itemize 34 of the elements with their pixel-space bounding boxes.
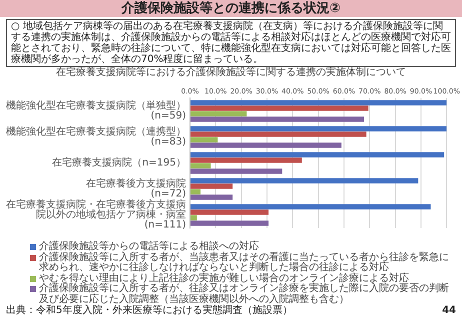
legend-label: やむを得ない理由により上記往診の実施が難しい場合のオンライン診療による対応 [39,272,409,284]
y-tick-label: 在宅療養支援病院・在宅療養後方支援病院以外の地域包括ケア病棟・病室 (n=111) [6,198,186,231]
bar [190,126,447,132]
bar [190,142,342,148]
bar [190,184,233,189]
bar [190,132,366,137]
legend-label: 介護保険施設等に入所する者が、往診又はオンライン診療を実施した際に入院の要否の判断及び必要に応じた入院調整（当該医療機関以外への入院調整も含む） [39,283,450,304]
bar [190,137,218,142]
bar [190,178,418,184]
bar [190,210,269,215]
bar [190,152,444,158]
bar [190,106,368,111]
bar [190,116,364,122]
y-tick-label: 機能強化型在宅療養支援病院（単独型） (n=59) [6,100,186,122]
legend-label: 介護保険施設等に入所する者が、当該患者又はその看護に当たっている者から往診を緊急に求められ、速やかに往診しなければならないと判断した場合の往診による対応 [39,252,450,273]
y-tick-label: 在宅療養後方支援病院 (n=72) [86,178,186,200]
y-tick-label: 機能強化型在宅療養支援病院（連携型） (n=83) [6,126,186,148]
bar [190,158,302,163]
bar [190,220,269,226]
bar [190,168,282,174]
text: ○ 地域包括ケア病棟等の届出のある在宅療養支援病院（在支病）等における介護保険施設等に関する連携の実施体制は、介護保険施設からの電話等による相談対応はほとんどの医療機関で対応可能とされており、緊急時の往診について、特に機能強化型在支病においては対応可能と回答した医療機関が多かったが、全体の70%程度に留まっている。 [6,19,456,67]
bar [190,215,197,220]
bar [190,189,201,194]
source-note: 出典：令和5年度入院・外来医療等における実態調査（施設票） [6,305,292,317]
bar [190,204,431,210]
bar [190,163,211,168]
y-tick-label: 在宅療養支援病院（n=195） [52,156,186,169]
legend-label: 介護保険施設等からの電話等による相談への対応 [39,241,259,252]
bar [190,100,447,106]
bar [190,194,233,200]
chart-subtitle: 在宅療養支援病院等における介護保険施設等に関する連携の実施体制について [55,67,407,79]
text: 44 [442,305,456,317]
chart-title: 介護保険施設等との連携に係る状況② [0,0,462,17]
bar [190,111,247,116]
